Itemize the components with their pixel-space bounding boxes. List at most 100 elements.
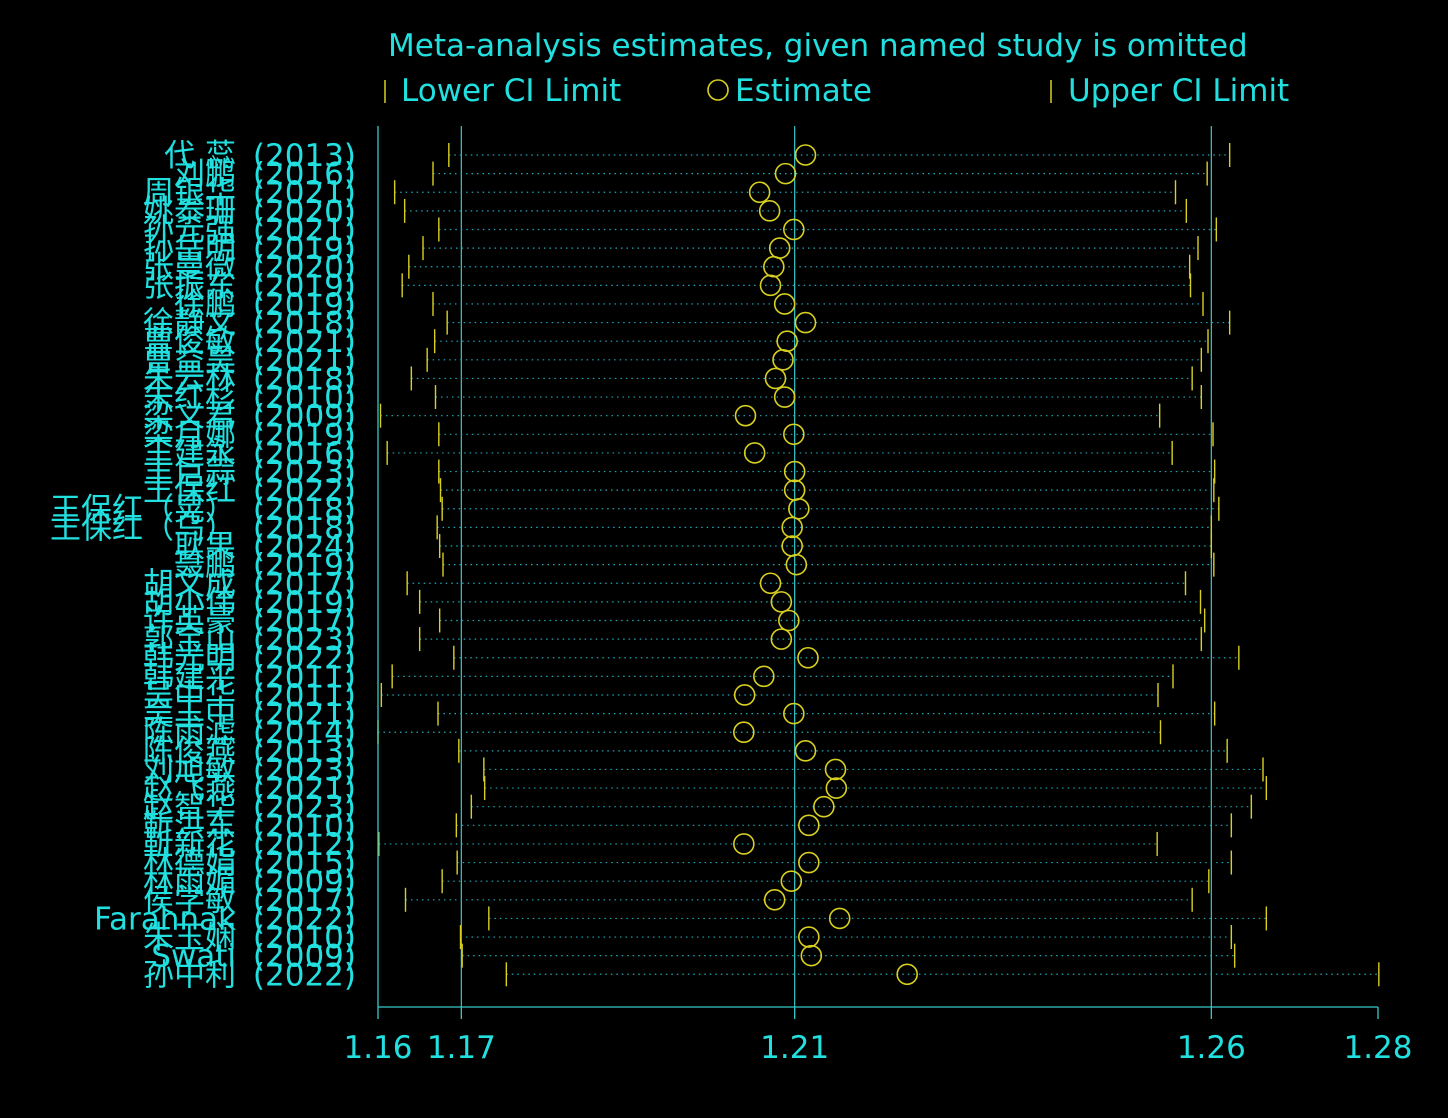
study-row: [505, 962, 1380, 987]
study-row: [459, 925, 1233, 950]
study-row: [377, 720, 1162, 745]
study-row: [434, 385, 1203, 410]
study-year-label: (2019): [253, 548, 356, 584]
study-year-label: (2016): [253, 436, 356, 472]
study-row: [393, 180, 1177, 205]
study-labels: 代 蕊 (2013) 刘鹏 (2016) 周银华 (2021) 姚泰珊 (2020) 孙元强 (2…: [50, 138, 356, 993]
estimate-point: [800, 944, 823, 967]
estimate-point: [813, 795, 835, 818]
estimate-point: [783, 702, 805, 725]
x-axis: 1.16 1.17 1.21 1.26 1.28: [343, 126, 1413, 1066]
study-year-label: (2011): [253, 659, 356, 695]
study-name-label: 徐鹏: [174, 287, 236, 323]
study-year-label: (2017): [253, 883, 356, 919]
study-year-label: (2012): [253, 827, 356, 863]
legend-estimate-label: Estimate: [735, 73, 872, 109]
study-row: [442, 552, 1215, 577]
chart-title: Meta-analysis estimates, given named stu…: [388, 28, 1248, 64]
study-row: [401, 273, 1192, 298]
study-row: [433, 329, 1209, 354]
study-year-label: (2021): [253, 343, 356, 379]
study-name-label: 陈俊燕: [143, 734, 236, 770]
estimate-point: [797, 646, 819, 669]
study-year-label: (2018): [253, 510, 356, 546]
reference-lines: [460, 126, 1212, 1007]
legend-estimate-marker: [707, 79, 729, 101]
study-row: [378, 831, 1158, 856]
study-year-label: (2015): [253, 846, 356, 882]
study-year-label: (2020): [253, 250, 356, 286]
study-name-label: 靳洪东: [143, 808, 236, 844]
study-name-label: 韩建平: [143, 659, 236, 695]
study-year-label: (2019): [253, 417, 356, 453]
estimate-point: [824, 758, 847, 781]
study-year-label: (2021): [253, 697, 356, 733]
study-year-label: (2013): [253, 734, 356, 770]
study-name-label: 王保红（乌）: [50, 510, 236, 546]
study-name-label: 曹益昊: [143, 343, 236, 379]
study-name-label: 姚泰珊: [143, 194, 236, 230]
estimate-point: [781, 516, 803, 539]
study-name-label: 赵智华: [143, 790, 236, 826]
study-name-label: 代 蕊: [164, 138, 236, 174]
study-year-label: (2022): [253, 473, 356, 509]
study-year-label: (2021): [253, 175, 356, 211]
estimate-point: [780, 870, 803, 892]
study-rows: [377, 143, 1380, 987]
estimate-point: [770, 628, 793, 650]
study-year-label: (2009): [253, 864, 356, 900]
estimate-point: [778, 609, 800, 632]
estimate-point: [794, 311, 817, 334]
estimate-point: [794, 144, 817, 166]
study-row: [437, 701, 1216, 726]
estimate-point: [798, 814, 820, 837]
study-name-label: 朱红杉: [143, 380, 236, 416]
study-row: [438, 422, 1214, 447]
study-name-label: 吴中华: [143, 678, 236, 714]
estimate-point: [783, 218, 805, 241]
study-name-label: 刘旭敏: [143, 752, 236, 788]
study-name-label: 聂鹏: [174, 548, 236, 584]
study-year-label: (2018): [253, 492, 356, 528]
study-row: [380, 682, 1159, 707]
study-year-label: (2023): [253, 455, 356, 491]
study-row: [483, 776, 1268, 801]
estimate-point: [798, 926, 820, 948]
estimate-point: [753, 665, 775, 688]
estimate-point: [743, 442, 766, 464]
study-row: [438, 459, 1216, 484]
study-year-label: (2010): [253, 920, 356, 956]
study-year-label: (2009): [253, 939, 356, 975]
study-row: [432, 291, 1204, 316]
x-tick-label: 1.16: [343, 1030, 412, 1066]
estimate-point: [758, 200, 781, 222]
study-row: [470, 794, 1253, 819]
study-row: [418, 627, 1203, 652]
study-year-label: (2010): [253, 380, 356, 416]
estimate-point: [759, 274, 782, 297]
study-name-label: 徐静文: [143, 306, 236, 342]
study-name-label: 张振东: [143, 268, 236, 304]
study-name-label: 朱玉娴: [143, 920, 236, 956]
study-row: [410, 366, 1193, 391]
study-name-label: 朱云林: [143, 361, 236, 397]
study-year-label: (2017): [253, 604, 356, 640]
estimate-point: [733, 721, 755, 744]
study-row: [386, 440, 1173, 465]
study-name-label: 刘鹏: [174, 157, 236, 193]
study-row: [426, 347, 1203, 372]
study-row: [461, 943, 1236, 968]
estimate-point: [828, 907, 851, 930]
x-tick-label: 1.26: [1177, 1030, 1246, 1066]
study-name-label: 韩光明: [143, 641, 236, 677]
study-row: [441, 496, 1220, 521]
estimate-point: [770, 591, 793, 613]
study-row: [439, 478, 1215, 503]
study-name-label: 许英豪: [143, 604, 236, 640]
estimate-point: [825, 777, 848, 799]
study-year-label: (2010): [253, 808, 356, 844]
study-row: [436, 515, 1213, 540]
estimate-point: [733, 833, 755, 855]
study-row: [488, 906, 1268, 931]
